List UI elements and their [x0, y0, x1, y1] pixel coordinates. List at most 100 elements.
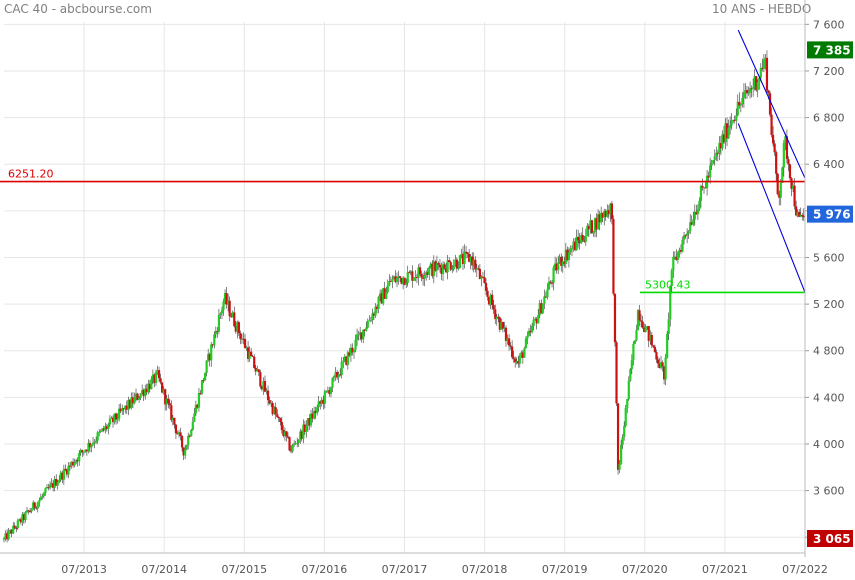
candle-body: [220, 309, 224, 314]
candle-body: [227, 300, 230, 305]
candle-body: [316, 407, 319, 414]
candle-body: [59, 472, 62, 480]
candle-body: [141, 390, 144, 394]
candle-body: [515, 361, 518, 363]
candle-body: [320, 399, 323, 404]
candle-body: [798, 211, 801, 217]
candle-body: [170, 405, 173, 421]
candle-body: [150, 378, 153, 390]
candle-body: [468, 253, 471, 262]
candle-body: [398, 276, 402, 278]
candle-body: [624, 407, 627, 426]
candle-body: [698, 200, 701, 210]
candle-body: [690, 222, 693, 225]
y-tick-label: 6 400: [813, 158, 845, 171]
candle-body: [549, 281, 552, 283]
candle-body: [719, 143, 722, 149]
candle-body: [606, 210, 609, 217]
candle-body: [765, 57, 769, 91]
candle-body: [177, 432, 181, 435]
candle-body: [110, 417, 113, 419]
candle-body: [302, 424, 305, 439]
candle-body: [672, 257, 675, 271]
candle-body: [432, 261, 435, 277]
candle-body: [12, 525, 15, 534]
candle-body: [21, 514, 24, 523]
candle-body: [190, 429, 193, 436]
candle-body: [296, 442, 299, 444]
x-axis: 07/2013 07/2014 07/2015 07/2016 07/2017 07/20…: [0, 552, 828, 576]
candle-body: [236, 322, 239, 332]
candle-body: [237, 322, 240, 334]
candle-body: [699, 185, 703, 201]
candle-body: [535, 318, 538, 324]
candle-body: [36, 502, 39, 509]
candle-body: [277, 416, 280, 419]
candle-body: [332, 375, 336, 378]
x-tick-label: 07/2020: [622, 563, 668, 576]
candle-body: [733, 119, 736, 121]
candle-body: [590, 220, 594, 234]
candle-body: [87, 443, 90, 452]
candle-body: [592, 231, 595, 234]
candle-body: [581, 235, 584, 241]
candle-body: [362, 329, 365, 340]
y-tick-label: 5 200: [813, 298, 845, 311]
candle-body: [297, 439, 300, 443]
candle-body: [359, 332, 362, 335]
candle-body: [27, 510, 30, 512]
candle-body: [785, 136, 789, 160]
candle-body: [397, 276, 400, 279]
candle-body: [475, 268, 478, 270]
candle-body: [472, 259, 475, 266]
candle-body: [349, 347, 353, 356]
candle-body: [448, 260, 451, 263]
candle-body: [721, 134, 724, 149]
candlestick-series: [2, 50, 805, 543]
candle-body: [481, 276, 485, 278]
candle-body: [584, 236, 587, 242]
candle-body: [197, 393, 201, 408]
candle-body: [577, 236, 580, 241]
candle-body: [193, 413, 196, 422]
candle-body: [686, 233, 689, 236]
candle-body: [285, 431, 288, 437]
candle-body: [276, 414, 279, 417]
candle-body: [788, 164, 792, 179]
candle-body: [773, 143, 776, 153]
candle-body: [91, 442, 95, 445]
candle-body: [460, 253, 463, 256]
candle-body: [673, 256, 676, 258]
candle-body: [311, 413, 314, 419]
x-tick-label: 07/2017: [382, 563, 428, 576]
candle-body: [207, 354, 210, 361]
candle-body: [426, 272, 429, 275]
candle-body: [56, 482, 59, 486]
candle-body: [446, 260, 449, 273]
candle-body: [70, 461, 73, 466]
candle-body: [118, 408, 121, 419]
candle-body: [96, 432, 99, 441]
candle-body: [689, 222, 692, 232]
candle-body: [380, 293, 383, 304]
candle-body: [647, 326, 650, 341]
candle-body: [635, 330, 638, 341]
candle-body: [434, 261, 437, 271]
candle-body: [2, 538, 6, 540]
candle-body: [596, 214, 600, 230]
candle-body: [71, 461, 75, 466]
candle-body: [214, 331, 217, 335]
candle-body: [727, 127, 730, 139]
candle-body: [319, 401, 322, 404]
candle-body: [270, 402, 273, 404]
candle-body: [497, 316, 500, 318]
candle-body: [514, 358, 517, 363]
candle-body: [25, 510, 29, 513]
candle-body: [712, 160, 715, 164]
candle-body: [506, 338, 509, 341]
candle-body: [524, 338, 528, 349]
candle-body: [440, 267, 443, 274]
candle-body: [759, 67, 762, 78]
candle-body: [767, 90, 770, 94]
